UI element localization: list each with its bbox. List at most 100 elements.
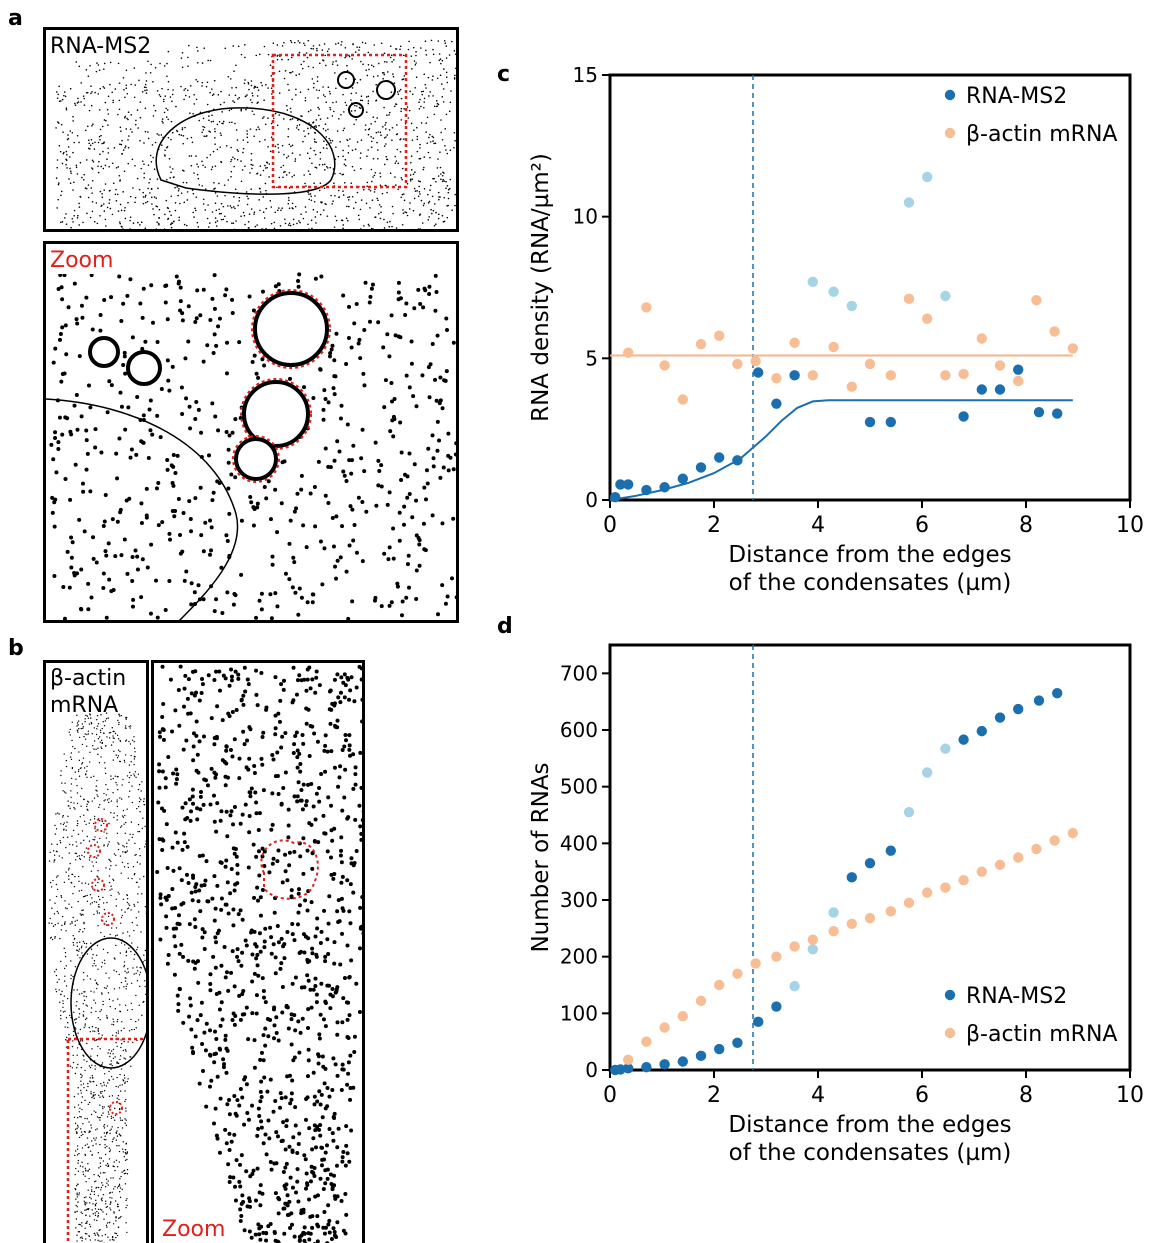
panel-a-zoom-label: Zoom — [50, 248, 114, 274]
data-point — [789, 941, 800, 952]
zoom-points-ms2 — [46, 272, 456, 620]
data-point — [940, 882, 951, 893]
data-point — [976, 333, 987, 344]
data-point — [922, 887, 933, 898]
x-axis-label-line2: of the condensates (µm) — [729, 1140, 1012, 1166]
y-tick-label: 700 — [560, 661, 598, 685]
panel-label-c: c — [497, 62, 511, 87]
data-point — [846, 300, 857, 312]
y-tick-label: 500 — [560, 775, 598, 799]
data-point — [1031, 843, 1042, 855]
data-point — [732, 968, 743, 979]
x-tick-label: 10 — [1116, 513, 1144, 538]
data-point — [1067, 343, 1078, 354]
data-point — [976, 725, 987, 737]
legend-marker — [944, 127, 956, 139]
data-point — [864, 857, 876, 869]
data-point — [771, 372, 782, 384]
data-point — [695, 338, 707, 350]
data-point — [846, 918, 857, 929]
data-point — [958, 368, 969, 380]
data-point — [846, 872, 857, 883]
data-point — [958, 874, 969, 886]
condensate-boundary — [101, 912, 115, 926]
data-point — [753, 367, 764, 378]
y-tick-label: 200 — [560, 945, 598, 969]
data-point — [771, 951, 782, 962]
data-point — [885, 906, 896, 917]
data-point — [732, 455, 743, 466]
y-tick-label: 0 — [585, 488, 598, 512]
data-point — [789, 980, 800, 992]
x-axis-label-line1: Distance from the edges — [728, 542, 1011, 568]
nucleus-outline — [155, 107, 336, 195]
legend-label: RNA-MS2 — [966, 84, 1067, 109]
data-point — [615, 1064, 626, 1075]
data-point — [750, 355, 761, 367]
data-point — [864, 416, 876, 428]
data-point — [885, 370, 896, 381]
data-point — [885, 416, 896, 428]
panel-a-cell-image: RNA-MS2 — [43, 27, 459, 232]
y-tick-label: 600 — [560, 718, 598, 742]
data-point — [828, 286, 839, 297]
x-tick-label: 0 — [603, 1083, 617, 1108]
plot-frame — [608, 73, 1132, 502]
data-point — [807, 276, 818, 288]
data-point — [903, 197, 915, 208]
data-point — [1013, 703, 1024, 715]
data-point — [903, 293, 915, 305]
y-tick-label: 400 — [560, 831, 598, 855]
condensate-outline — [337, 71, 355, 89]
condensate — [234, 437, 278, 481]
zoom-points-actin — [155, 664, 362, 1243]
condensate-boundary — [94, 818, 108, 832]
data-point — [1013, 375, 1024, 387]
condensate — [242, 380, 310, 448]
panel-a-title: RNA-MS2 — [50, 34, 152, 60]
data-point — [641, 1061, 652, 1073]
panel-b-title-line2: mRNA — [50, 693, 119, 718]
data-point — [732, 358, 743, 370]
data-point — [771, 1001, 782, 1012]
cell-points-ms2 — [55, 39, 456, 229]
data-point — [695, 1050, 707, 1062]
data-point — [976, 384, 987, 395]
data-point — [695, 995, 707, 1007]
nucleus-outline — [46, 398, 239, 620]
data-point — [994, 360, 1006, 371]
data-point — [940, 370, 951, 381]
data-point — [885, 845, 896, 856]
y-axis-label: RNA density (RNA/µm²) — [528, 153, 554, 422]
zoom-region-box — [66, 1037, 146, 1243]
data-point — [750, 958, 761, 969]
data-point — [610, 491, 621, 503]
data-point — [828, 341, 839, 353]
data-point — [714, 452, 725, 463]
condensate-outline — [348, 102, 364, 118]
x-tick-label: 2 — [707, 513, 721, 538]
x-tick-label: 0 — [603, 513, 617, 538]
y-tick-label: 300 — [560, 888, 598, 912]
panel-a-zoom-image: Zoom — [43, 241, 459, 623]
data-point — [922, 171, 933, 183]
data-point — [1013, 364, 1024, 375]
fit-line — [609, 399, 1073, 501]
data-point — [807, 934, 818, 945]
condensate — [253, 291, 329, 367]
data-point — [789, 337, 800, 348]
panel-b-zoom-image: Zoom — [151, 660, 365, 1243]
data-point — [641, 1036, 652, 1047]
data-point — [1052, 687, 1063, 699]
legend-marker — [944, 89, 956, 101]
data-point — [623, 479, 634, 490]
data-point — [623, 1063, 634, 1074]
data-point — [771, 398, 782, 409]
condensate-boundary — [232, 435, 280, 483]
y-axis-label: Number of RNAs — [528, 762, 554, 952]
data-point — [864, 358, 876, 370]
data-point — [1049, 835, 1060, 846]
data-point — [623, 1054, 634, 1065]
